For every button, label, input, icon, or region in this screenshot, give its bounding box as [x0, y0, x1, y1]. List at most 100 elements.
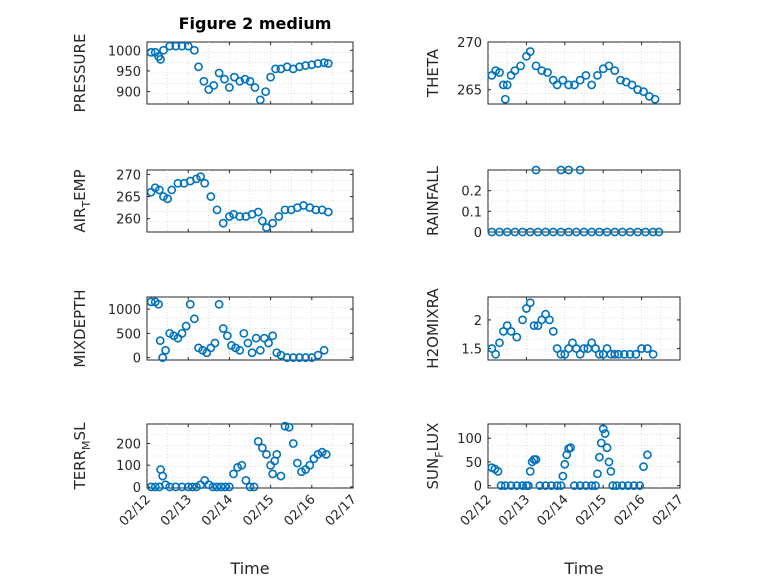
- data-point: [629, 481, 639, 491]
- data-point: [305, 460, 315, 470]
- data-point: [288, 353, 298, 362]
- data-point: [214, 299, 224, 309]
- data-point: [570, 80, 579, 90]
- data-point: [323, 59, 333, 68]
- y-tick-label: 0: [474, 480, 482, 495]
- data-point: [224, 83, 234, 92]
- data-point: [181, 321, 191, 331]
- data-point: [500, 481, 510, 491]
- data-point: [594, 452, 604, 462]
- data-point: [529, 321, 539, 331]
- data-point: [247, 348, 257, 358]
- data-point: [518, 481, 527, 491]
- data-point: [159, 45, 168, 55]
- data-point: [604, 457, 614, 467]
- data-point: [627, 80, 637, 90]
- data-point: [261, 87, 271, 96]
- data-point: [307, 60, 317, 70]
- data-point: [616, 75, 625, 85]
- data-point: [257, 443, 267, 453]
- data-point: [185, 299, 195, 309]
- data-point: [650, 94, 660, 104]
- data-point: [282, 353, 292, 362]
- data-point: [618, 481, 627, 491]
- data-point: [218, 218, 228, 228]
- data-point: [220, 482, 230, 492]
- data-point: [249, 482, 259, 492]
- data-point: [614, 349, 623, 359]
- y-tick-label: 265: [116, 191, 141, 206]
- data-point: [292, 458, 302, 468]
- y-tick-label: 200: [116, 438, 141, 453]
- data-point: [546, 481, 556, 491]
- data-point: [158, 353, 168, 362]
- data-point: [552, 481, 562, 491]
- data-point: [319, 58, 329, 68]
- data-point: [525, 467, 535, 476]
- data-point: [635, 481, 645, 491]
- y-tick-label: 0: [133, 481, 141, 496]
- data-point: [506, 481, 516, 491]
- data-point: [556, 481, 566, 491]
- y-axis-label: TERRMSL: [71, 422, 93, 491]
- data-point: [154, 185, 164, 195]
- data-point: [548, 326, 558, 336]
- data-point: [575, 165, 585, 175]
- data-point: [200, 178, 210, 188]
- data-point: [591, 481, 600, 491]
- data-point: [537, 66, 547, 76]
- data-point: [639, 87, 648, 96]
- data-point: [189, 45, 199, 55]
- data-point: [319, 345, 329, 355]
- data-point: [575, 75, 585, 85]
- data-point: [600, 429, 610, 438]
- y-tick-label: 100: [457, 432, 482, 447]
- data-point: [623, 481, 633, 491]
- data-point: [229, 72, 239, 82]
- y-axis-label: MIXDEPTH: [71, 289, 89, 367]
- data-point: [593, 70, 602, 80]
- data-point: [280, 421, 290, 431]
- y-axis-label: THETA: [424, 48, 442, 98]
- data-point: [156, 54, 165, 64]
- data-point: [498, 80, 508, 90]
- data-point: [581, 70, 591, 80]
- data-point: [235, 212, 245, 221]
- y-tick-label: 0: [474, 226, 482, 241]
- data-point: [512, 481, 522, 491]
- data-point: [155, 336, 165, 346]
- data-point: [491, 349, 501, 359]
- data-point: [301, 61, 311, 70]
- data-point: [210, 338, 220, 348]
- data-point: [531, 455, 541, 464]
- data-point: [194, 62, 203, 72]
- data-point: [209, 81, 219, 90]
- data-point: [637, 344, 646, 353]
- data-point: [158, 471, 168, 481]
- y-tick-label: 100: [116, 459, 141, 474]
- chart-rainfall: 0 0.1 0.2 RAINFALL: [424, 165, 681, 241]
- data-point: [506, 326, 516, 336]
- y-axis-label: RAINFALL: [424, 165, 442, 236]
- data-point: [284, 422, 294, 432]
- data-point: [575, 481, 585, 491]
- data-point: [216, 482, 226, 492]
- data-point: [631, 349, 641, 359]
- data-point: [196, 172, 205, 182]
- chart-theta: 265 270 THETA: [424, 36, 681, 105]
- data-point: [183, 482, 193, 492]
- data-point: [495, 338, 504, 348]
- chart-pressure: 900 950 1000 PRESSURE: [71, 34, 354, 113]
- data-point: [612, 481, 622, 491]
- data-point: [602, 443, 612, 453]
- data-point: [564, 165, 574, 175]
- data-point: [154, 299, 163, 309]
- data-point: [321, 449, 331, 459]
- data-point: [150, 482, 160, 492]
- data-point: [496, 481, 506, 491]
- data-point: [253, 207, 263, 217]
- y-tick-label: 950: [116, 65, 141, 80]
- data-point: [171, 482, 181, 492]
- y-axis-label: PRESSURE: [71, 34, 89, 113]
